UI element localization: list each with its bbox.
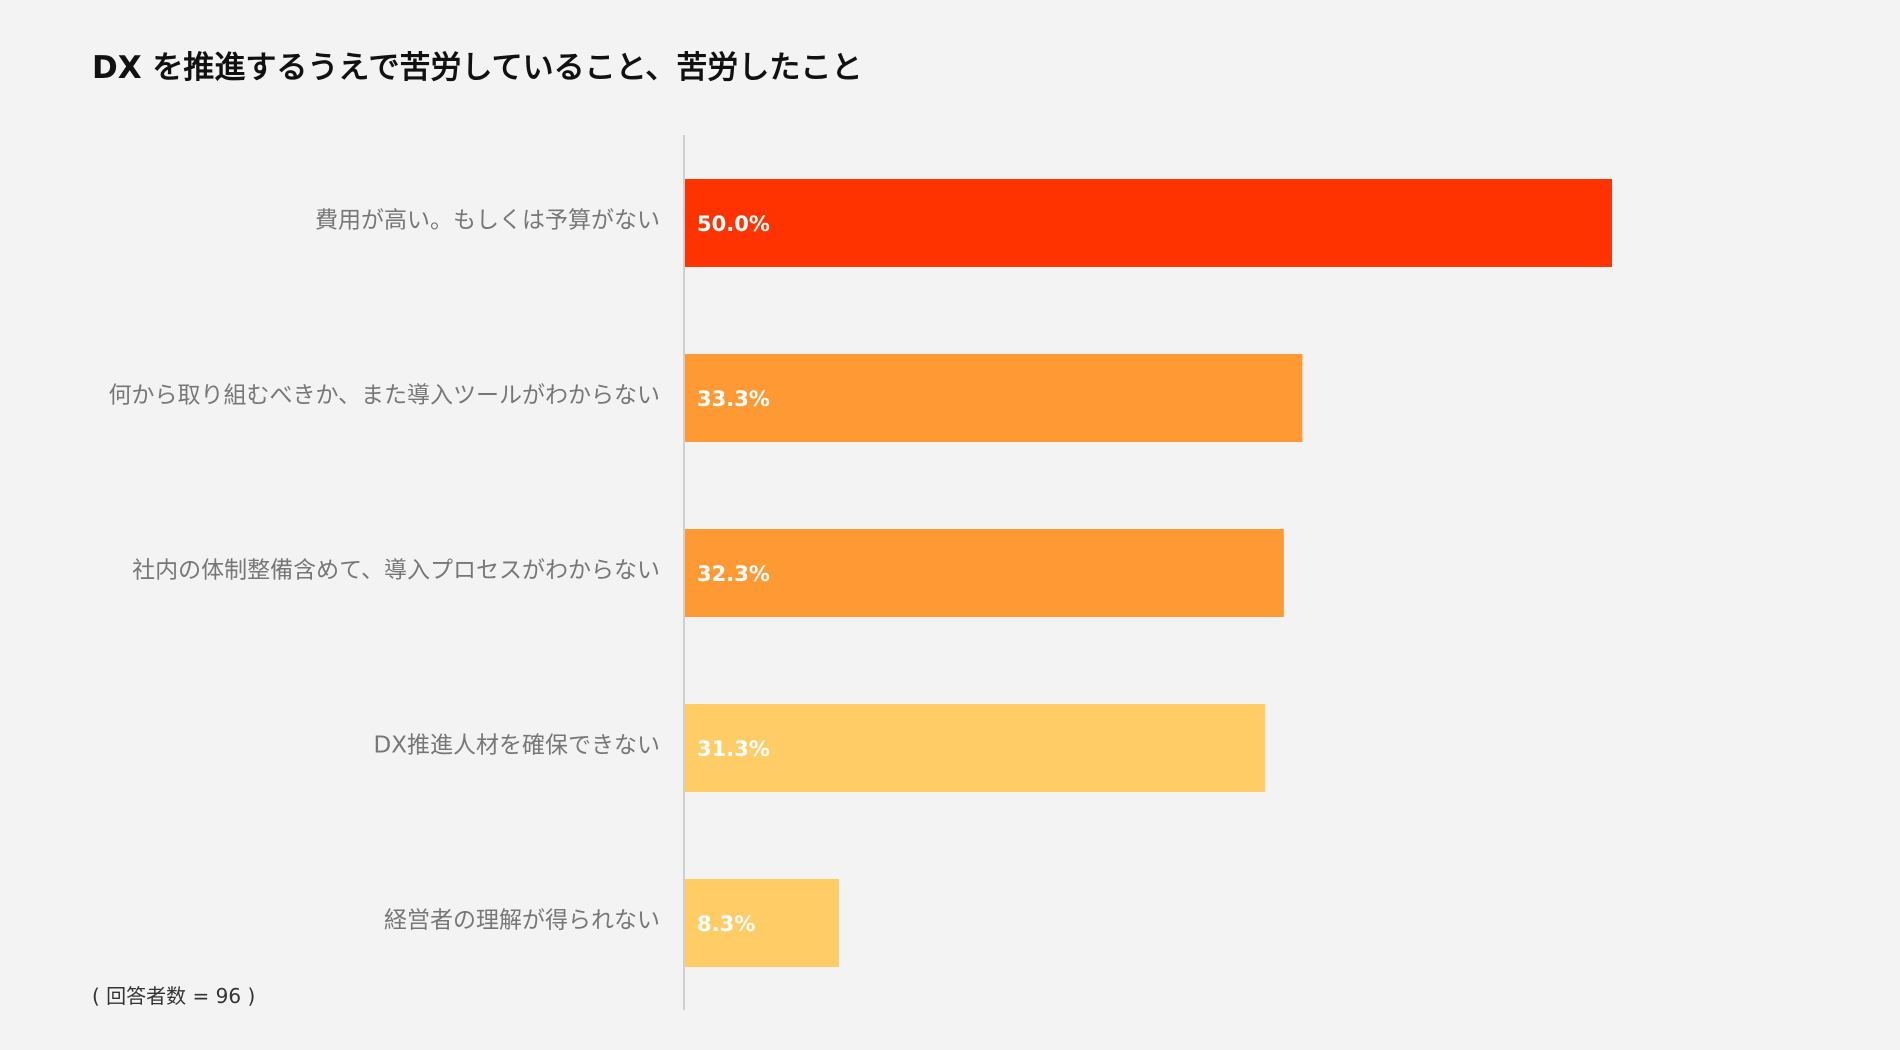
category-label-1: 費用が高い。もしくは予算がない xyxy=(315,208,660,234)
value-label-1: 50.0% xyxy=(697,212,770,236)
bar-5 xyxy=(685,879,839,967)
value-label-2: 33.3% xyxy=(697,387,770,411)
bars-group: 費用が高い。もしくは予算がない 50.0% 何から取り組むべきか、また導入ツールがわ… xyxy=(108,179,1612,967)
bar-3 xyxy=(685,529,1284,617)
bar-4 xyxy=(685,704,1266,792)
category-label-4: DX推進人材を確保できない xyxy=(374,733,660,759)
respondent-count-note: ( 回答者数 = 96 ) xyxy=(92,984,256,1008)
bar-2 xyxy=(685,354,1303,442)
chart-title: DX を推進するうえで苦労していること、苦労したこと xyxy=(92,50,863,86)
category-label-5: 経営者の理解が得られない xyxy=(384,908,660,934)
value-label-5: 8.3% xyxy=(697,912,755,936)
category-label-3: 社内の体制整備含めて、導入プロセスがわからない xyxy=(132,558,660,584)
bar-1 xyxy=(685,179,1612,267)
category-label-2: 何から取り組むべきか、また導入ツールがわからない xyxy=(108,383,660,409)
value-label-3: 32.3% xyxy=(697,562,770,586)
value-label-4: 31.3% xyxy=(697,737,770,761)
